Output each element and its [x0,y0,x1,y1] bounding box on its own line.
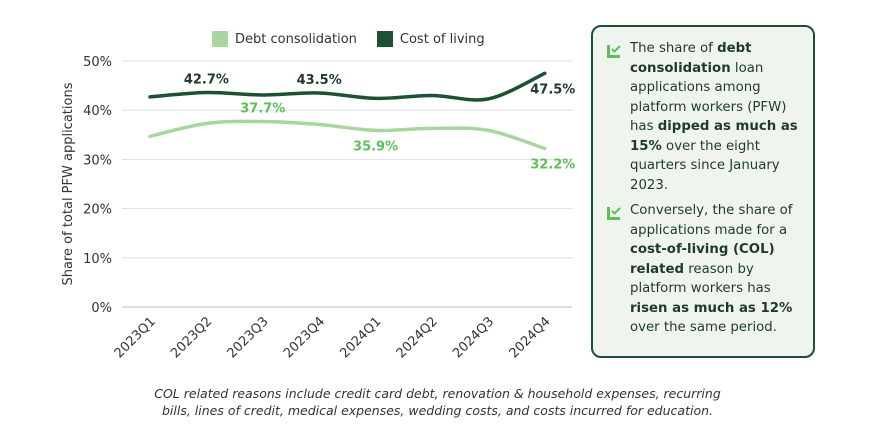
x-tick-label: 2024Q4 [507,314,554,361]
x-tick-label: 2024Q2 [394,314,441,361]
text-segment: over the eight quarters since January 20… [630,138,780,193]
insight-panel: The share of debt consolidation loan app… [591,25,815,358]
legend-item-col: Cost of living [376,31,485,47]
text-segment: reason by platform workers has [630,261,771,297]
emphasis: dipped as much as 15% [630,119,798,154]
data-label: 32.2% [530,158,575,173]
text-segment: The share of [630,41,718,56]
emphasis: debt consolidation [630,41,752,76]
line-chart: 0% 10% 20% 30% 40% 50% 2023Q1 2023Q2 2023Q3 2023Q… [61,55,575,361]
legend: Debt consolidation Cost of living [212,31,485,47]
legend-label: Debt consolidation [235,31,357,47]
x-tick-label: 2023Q4 [281,314,328,361]
y-axis-label: Share of total PFW applications [61,82,76,285]
legend-item-debt: Debt consolidation [212,31,357,47]
insight-bullet: Conversely, the share of applications ma… [607,201,803,338]
y-tick-label: 50% [83,55,112,70]
x-tick-label: 2023Q3 [225,314,272,361]
data-label: 42.7% [184,72,229,87]
text-segment: loan applications among platform workers… [630,60,787,135]
data-label: 37.7% [240,102,285,117]
series-line-debt-consolidation [148,119,547,151]
legend-swatch [376,31,393,47]
data-label: 43.5% [297,73,342,88]
x-tick-label: 2024Q1 [337,314,384,361]
insight-text: Conversely, the share of applications ma… [630,201,803,338]
data-label: 47.5% [530,82,575,97]
insight-bullet: The share of debt consolidation loan app… [607,39,803,195]
emphasis: risen as much as 12% [630,300,793,316]
text-segment: over the same period. [630,320,777,335]
insight-text: The share of debt consolidation loan app… [630,39,803,195]
checkbox-checked-icon [607,205,622,220]
y-tick-label: 30% [83,153,112,168]
checkbox-checked-icon [607,43,622,58]
text-segment: Conversely, the share of applications ma… [630,203,793,238]
y-tick-label: 20% [83,203,112,218]
footnote: COL related reasons include credit card … [154,386,721,418]
legend-swatch [212,31,228,47]
legend-label: Cost of living [399,31,485,47]
y-tick-label: 10% [83,252,112,267]
x-tick-label: 2023Q1 [112,314,159,361]
emphasis: cost-of-living (COL) related [630,242,775,277]
y-tick-label: 40% [83,104,112,119]
y-tick-label: 0% [91,301,112,316]
x-tick-label: 2023Q2 [168,314,215,361]
series-line-cost-of-living [148,71,547,102]
x-tick-label: 2024Q3 [450,314,497,361]
data-label: 35.9% [353,139,398,154]
